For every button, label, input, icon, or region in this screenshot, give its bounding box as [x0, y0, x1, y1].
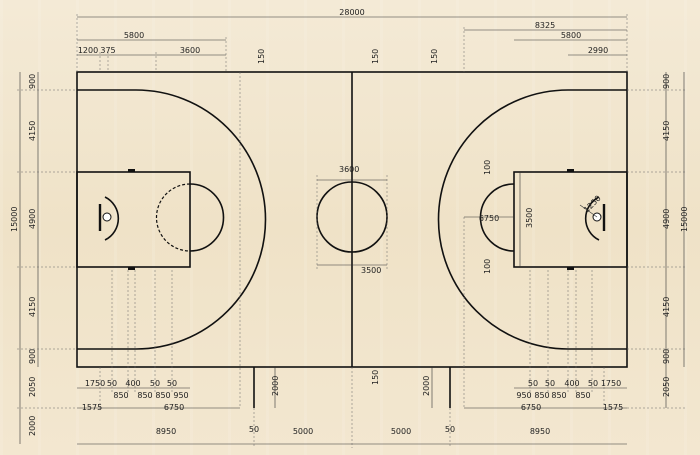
- dim-right-v-4150-bot: 4150: [662, 297, 671, 317]
- right-three-point-line: [437, 89, 627, 350]
- dim-right-v-2050: 2050: [662, 377, 671, 397]
- dim-bl-50c: 50: [167, 379, 177, 388]
- dim-left-v-4150-top: 4150: [28, 121, 37, 141]
- dim-tick-150-a: 150: [257, 49, 266, 64]
- dim-left-v-15000: 15000: [10, 207, 19, 232]
- dim-left-v-900-bot: 900: [28, 349, 37, 364]
- dim-br-50a: 50: [528, 379, 538, 388]
- left-basket: [102, 212, 112, 222]
- dim-br-1575: 1575: [603, 403, 623, 412]
- dim-right-v-4900: 4900: [662, 209, 671, 229]
- dim-left-v-900-top: 900: [28, 74, 37, 89]
- dim-left-375: 375: [100, 46, 115, 55]
- dim-bl-850c: 850: [155, 391, 170, 400]
- dim-bottom-2000-left: 2000: [271, 376, 280, 396]
- right-lane-mark-top: [567, 169, 574, 172]
- dim-bl-1750: 1750: [85, 379, 105, 388]
- left-free-throw-circle-dashed: [155, 183, 191, 252]
- dim-left-5800: 5800: [124, 31, 144, 40]
- dim-br-1750: 1750: [601, 379, 621, 388]
- left-restricted-area: [104, 196, 120, 241]
- dim-tick-150-b: 150: [371, 49, 380, 64]
- dim-left-v-2050: 2050: [28, 377, 37, 397]
- dim-tick-150-c: 150: [430, 49, 439, 64]
- dim-left-v-2000: 2000: [28, 416, 37, 436]
- dim-br-850b: 850: [551, 391, 566, 400]
- dim-left-3600: 3600: [180, 46, 200, 55]
- right-restricted-area: [584, 196, 600, 241]
- dim-right-8325: 8325: [535, 21, 555, 30]
- dim-bottom-2000-right: 2000: [422, 376, 431, 396]
- dim-bl-8950: 8950: [156, 427, 176, 436]
- dim-tick-150-bottom: 150: [371, 370, 380, 385]
- dim-b-5000-right: 5000: [391, 427, 411, 436]
- dim-top-overall: 28000: [339, 8, 364, 17]
- dim-br-950: 950: [516, 391, 531, 400]
- dim-right-v-15000: 15000: [680, 207, 689, 232]
- dim-right-5800: 5800: [561, 31, 581, 40]
- left-free-throw-circle: [189, 183, 225, 252]
- dim-right-100-bot: 100: [483, 259, 492, 274]
- dim-bl-50a: 50: [107, 379, 117, 388]
- left-three-point-line: [77, 89, 267, 350]
- dim-right-2990: 2990: [588, 46, 608, 55]
- dim-b-50-left: 50: [249, 425, 259, 434]
- left-lane-mark-bottom: [128, 267, 135, 270]
- dim-br-850c: 850: [575, 391, 590, 400]
- dim-b-50-right: 50: [445, 425, 455, 434]
- dim-right-v-900-bot: 900: [662, 349, 671, 364]
- dim-bl-50b: 50: [150, 379, 160, 388]
- dim-right-1250: 1250: [582, 194, 603, 215]
- right-lane-mark-bottom: [567, 267, 574, 270]
- dim-bl-6750: 6750: [164, 403, 184, 412]
- dim-br-400: 400: [564, 379, 579, 388]
- dim-right-3500: 3500: [525, 208, 534, 228]
- dim-b-5000-left: 5000: [293, 427, 313, 436]
- dim-center-3500: 3500: [361, 266, 381, 275]
- dim-left-1200: 1200: [78, 46, 98, 55]
- dim-right-6750: 6750: [479, 214, 499, 223]
- left-key: [76, 171, 191, 268]
- dim-right-v-4150-top: 4150: [662, 121, 671, 141]
- dim-center-3600: 3600: [339, 165, 359, 174]
- dim-bl-850b: 850: [137, 391, 152, 400]
- dim-left-v-4150-bot: 4150: [28, 297, 37, 317]
- dim-bl-400: 400: [125, 379, 140, 388]
- left-lane-mark-top: [128, 169, 135, 172]
- dim-bl-850a: 850: [113, 391, 128, 400]
- dim-left-v-4900: 4900: [28, 209, 37, 229]
- dim-br-8950: 8950: [530, 427, 550, 436]
- dim-bl-1575: 1575: [82, 403, 102, 412]
- dim-br-50b: 50: [545, 379, 555, 388]
- right-free-throw-circle: [479, 183, 515, 252]
- dim-bl-950: 950: [173, 391, 188, 400]
- dim-br-50c: 50: [588, 379, 598, 388]
- dim-right-100-top: 100: [483, 160, 492, 175]
- dim-br-6750: 6750: [521, 403, 541, 412]
- dim-right-v-900-top: 900: [662, 74, 671, 89]
- dim-br-850a: 850: [534, 391, 549, 400]
